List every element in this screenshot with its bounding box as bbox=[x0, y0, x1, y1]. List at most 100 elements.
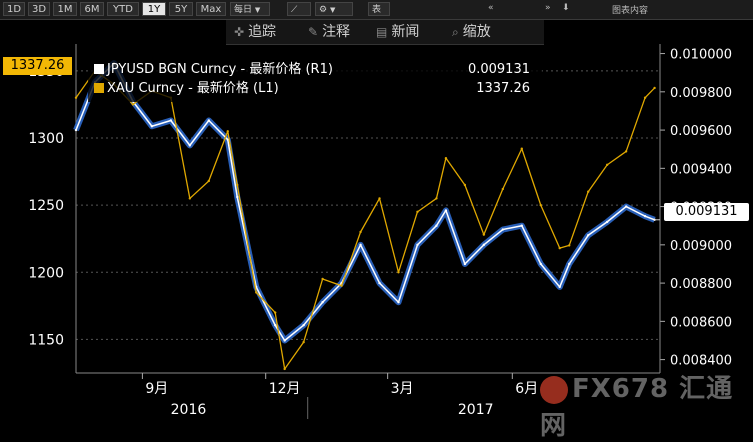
data-point-jpyusd bbox=[643, 214, 647, 218]
left-arrows-icon[interactable]: « bbox=[488, 3, 494, 13]
period-select[interactable]: 每日 ▼ bbox=[230, 2, 270, 16]
data-point-xau bbox=[624, 150, 628, 153]
data-point-xau bbox=[273, 311, 277, 314]
data-point-jpyusd bbox=[302, 323, 305, 327]
chevron-down-icon: ▼ bbox=[254, 6, 261, 14]
right-tick-label: 0.009800 bbox=[670, 86, 732, 101]
data-point-jpyusd bbox=[273, 323, 277, 327]
track-button[interactable]: ✜ 追踪 bbox=[234, 23, 276, 41]
series-jpyusd-body bbox=[73, 60, 656, 344]
legend-label-jpyusd: JPYUSD BGN Curncy - 最新价格 (R1) bbox=[107, 62, 333, 77]
data-point-xau bbox=[558, 246, 561, 250]
x-month-label: 3月 bbox=[391, 381, 414, 397]
right-arrows-icon[interactable]: » bbox=[545, 3, 551, 13]
timeframe-max[interactable]: Max bbox=[196, 2, 226, 16]
watermark-text: FX678 汇通网 bbox=[540, 374, 734, 441]
data-point-jpyusd bbox=[539, 262, 542, 266]
data-point-xau bbox=[188, 197, 192, 200]
data-point-jpyusd bbox=[444, 209, 448, 212]
data-point-jpyusd bbox=[558, 285, 561, 289]
right-tick-label: 0.008800 bbox=[670, 277, 732, 292]
crosshair-icon: ✜ bbox=[234, 25, 245, 39]
data-point-jpyusd bbox=[520, 224, 523, 227]
data-point-jpyusd bbox=[74, 128, 78, 132]
data-point-jpyusd bbox=[397, 301, 400, 304]
data-point-xau bbox=[131, 103, 135, 106]
data-point-xau bbox=[378, 197, 381, 200]
right-tick-label: 0.008600 bbox=[670, 315, 732, 330]
data-point-xau bbox=[340, 284, 343, 287]
data-point-jpyusd bbox=[605, 220, 609, 224]
data-point-xau bbox=[444, 156, 448, 160]
data-point-xau bbox=[207, 179, 210, 183]
legend-entry-jpyusd[interactable]: JPYUSD BGN Curncy - 最新价格 (R1) bbox=[94, 61, 333, 79]
chart-action-bar: ✜ 追踪 ✎ 注释 ▤ 新闻 ⌕ 缩放 bbox=[226, 20, 544, 45]
timeframe-5y[interactable]: 5Y bbox=[169, 2, 193, 16]
timeframe-6m[interactable]: 6M bbox=[80, 2, 104, 16]
data-point-xau bbox=[416, 210, 419, 214]
data-point-jpyusd bbox=[501, 228, 505, 231]
annotate-label: 注释 bbox=[322, 24, 351, 40]
data-point-xau bbox=[255, 291, 258, 294]
timeframe-ytd[interactable]: YTD bbox=[107, 2, 139, 16]
data-point-xau bbox=[539, 203, 542, 207]
data-point-jpyusd bbox=[236, 195, 239, 199]
gear-icon: ⚙ bbox=[319, 5, 328, 15]
x-year-label: 2017 bbox=[458, 402, 494, 418]
right-tick-label: 0.010000 bbox=[670, 48, 732, 63]
news-label: 新闻 bbox=[391, 24, 420, 40]
left-tick-label: 1300 bbox=[28, 131, 64, 147]
timeframe-1y[interactable]: 1Y bbox=[142, 2, 166, 16]
data-point-jpyusd bbox=[378, 281, 381, 285]
timeframe-1d[interactable]: 1D bbox=[3, 2, 25, 16]
timeframe-1m[interactable]: 1M bbox=[53, 2, 77, 16]
data-point-jpyusd bbox=[463, 262, 467, 266]
data-point-jpyusd bbox=[321, 301, 324, 304]
left-tick-label: 1250 bbox=[28, 198, 64, 214]
zoom-label: 缩放 bbox=[462, 24, 491, 40]
legend-entry-xau[interactable]: XAU Curncy - 最新价格 (L1) bbox=[94, 80, 279, 98]
period-select-label: 每日 bbox=[234, 5, 253, 15]
x-month-label: 6月 bbox=[515, 381, 538, 397]
data-point-jpyusd bbox=[435, 224, 438, 227]
legend-swatch-white bbox=[94, 64, 104, 74]
line-chart-type-button[interactable]: ⟋ bbox=[287, 2, 311, 16]
right-tick-label: 0.009600 bbox=[670, 124, 732, 139]
data-point-jpyusd bbox=[150, 125, 154, 128]
news-icon: ▤ bbox=[376, 25, 388, 39]
chart-toolbar: 1D 3D 1M 6M YTD 1Y 5Y Max 每日 ▼ ⟋ ⚙ ▼ 表 «… bbox=[0, 0, 753, 20]
news-button[interactable]: ▤ 新闻 bbox=[376, 23, 419, 41]
data-point-xau bbox=[283, 367, 286, 371]
annotate-button[interactable]: ✎ 注释 bbox=[308, 23, 350, 41]
watermark-logo-icon bbox=[540, 375, 568, 404]
series-jpyusd-line bbox=[75, 62, 655, 342]
data-point-xau bbox=[482, 233, 486, 236]
data-point-xau bbox=[643, 96, 647, 99]
data-point-xau bbox=[568, 244, 571, 247]
data-point-xau bbox=[605, 163, 609, 167]
data-point-jpyusd bbox=[624, 205, 628, 208]
series-xau-line bbox=[75, 70, 656, 370]
settings-select[interactable]: ⚙ ▼ bbox=[315, 2, 353, 16]
legend-label-xau: XAU Curncy - 最新价格 (L1) bbox=[107, 81, 279, 96]
data-point-jpyusd bbox=[568, 262, 571, 266]
line-chart-icon: ⟋ bbox=[291, 5, 298, 15]
data-point-xau bbox=[520, 147, 523, 150]
last-price-badge-left: 1337.26 bbox=[3, 57, 72, 75]
download-icon[interactable]: ⬇ bbox=[562, 3, 570, 13]
table-view-button[interactable]: 表 bbox=[368, 2, 390, 16]
watermark: FX678 汇通网 bbox=[540, 368, 750, 441]
data-point-jpyusd bbox=[226, 138, 229, 141]
right-tick-label: 0.009400 bbox=[670, 162, 732, 177]
data-point-xau bbox=[463, 183, 467, 187]
x-month-label: 9月 bbox=[145, 381, 168, 397]
data-point-jpyusd bbox=[359, 243, 362, 247]
legend-value-jpyusd: 0.009131 bbox=[467, 62, 530, 77]
legend-swatch-gold bbox=[94, 83, 104, 93]
timeframe-3d[interactable]: 3D bbox=[28, 2, 50, 16]
data-point-jpyusd bbox=[283, 339, 286, 342]
data-point-jpyusd bbox=[416, 243, 419, 247]
data-point-jpyusd bbox=[586, 234, 590, 237]
zoom-button[interactable]: ⌕ 缩放 bbox=[452, 23, 491, 41]
chart-content-label[interactable]: 图表内容 bbox=[612, 6, 649, 16]
